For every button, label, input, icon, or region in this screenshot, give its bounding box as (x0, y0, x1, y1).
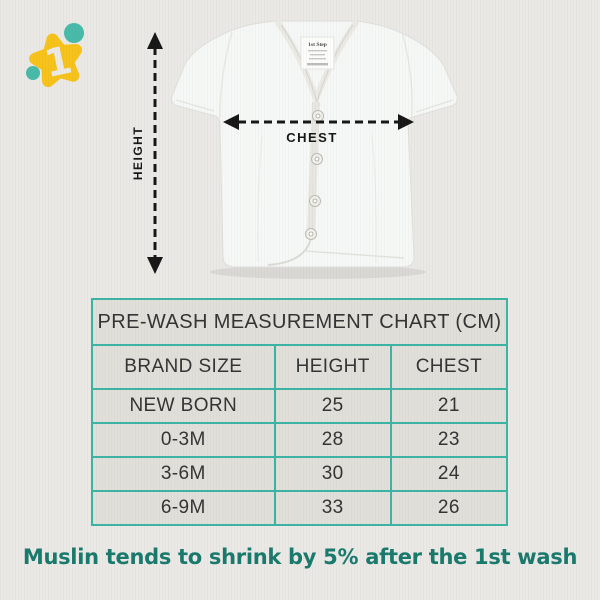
hem-line (304, 250, 405, 259)
arrow-left-icon (223, 114, 239, 130)
right-sleeve-hem (415, 99, 454, 113)
product-illustration: 1 (26, 19, 458, 279)
snap-button (311, 153, 323, 165)
snap-button (309, 195, 321, 207)
table-title-row: PRE-WASH MEASUREMENT CHART (CM) (91, 298, 508, 346)
neck-tag: 1st Step (300, 36, 335, 70)
column-header-height: HEIGHT (273, 344, 392, 390)
snap-button (312, 110, 324, 122)
height-cell: 28 (273, 422, 392, 458)
chest-measure-arrow: CHEST (223, 114, 414, 145)
logo-dot-large (64, 23, 84, 43)
height-cell: 25 (273, 388, 392, 424)
height-cell: 30 (273, 456, 392, 492)
table-title: PRE-WASH MEASUREMENT CHART (CM) (91, 298, 508, 346)
baby-shirt-image: 1st Step (171, 19, 458, 279)
arrow-down-icon (147, 257, 163, 274)
brand-size-cell: NEW BORN (91, 388, 276, 424)
chest-label: CHEST (286, 130, 338, 145)
fabric-crease (257, 134, 263, 263)
v-neck-inner-line (280, 24, 354, 105)
right-sleeve-seam (401, 31, 413, 119)
column-header-chest: CHEST (389, 344, 509, 390)
brand-logo-icon: 1 (26, 23, 84, 88)
height-label: HEIGHT (131, 126, 145, 180)
brand-size-cell: 3-6M (91, 456, 276, 492)
fabric-crease (371, 134, 377, 263)
height-cell: 33 (273, 490, 392, 526)
left-sleeve-seam (219, 31, 233, 119)
chest-cell: 24 (389, 456, 509, 492)
logo-dot-small (26, 66, 40, 80)
brand-size-cell: 6-9M (91, 490, 276, 526)
table-header-row: BRAND SIZE HEIGHT CHEST (91, 344, 509, 390)
left-sleeve-hem (175, 99, 215, 112)
table-row: 6-9M 33 26 (91, 490, 509, 526)
measurement-table: PRE-WASH MEASUREMENT CHART (CM) BRAND SI… (91, 298, 509, 526)
arrow-up-icon (147, 32, 163, 49)
brand-size-cell: 0-3M (91, 422, 276, 458)
snap-button (305, 228, 317, 240)
shirt-shadow (210, 265, 426, 279)
shrink-disclaimer-text: Muslin tends to shrink by 5% after the 1… (22, 545, 578, 569)
column-header-brand-size: BRAND SIZE (91, 344, 276, 390)
height-measure-arrow: HEIGHT (131, 32, 163, 274)
snap-buttons (305, 110, 324, 240)
table-row: NEW BORN 25 21 (91, 388, 509, 424)
front-placket (307, 101, 320, 233)
measurement-table-container: PRE-WASH MEASUREMENT CHART (CM) BRAND SI… (91, 298, 509, 526)
logo-star (29, 33, 83, 88)
neck-tag-brand: 1st Step (308, 42, 327, 48)
table-row: 0-3M 28 23 (91, 422, 509, 458)
chest-cell: 21 (389, 388, 509, 424)
chest-cell: 23 (389, 422, 509, 458)
table-row: 3-6M 30 24 (91, 456, 509, 492)
arrow-right-icon (398, 114, 414, 130)
chest-cell: 26 (389, 490, 509, 526)
